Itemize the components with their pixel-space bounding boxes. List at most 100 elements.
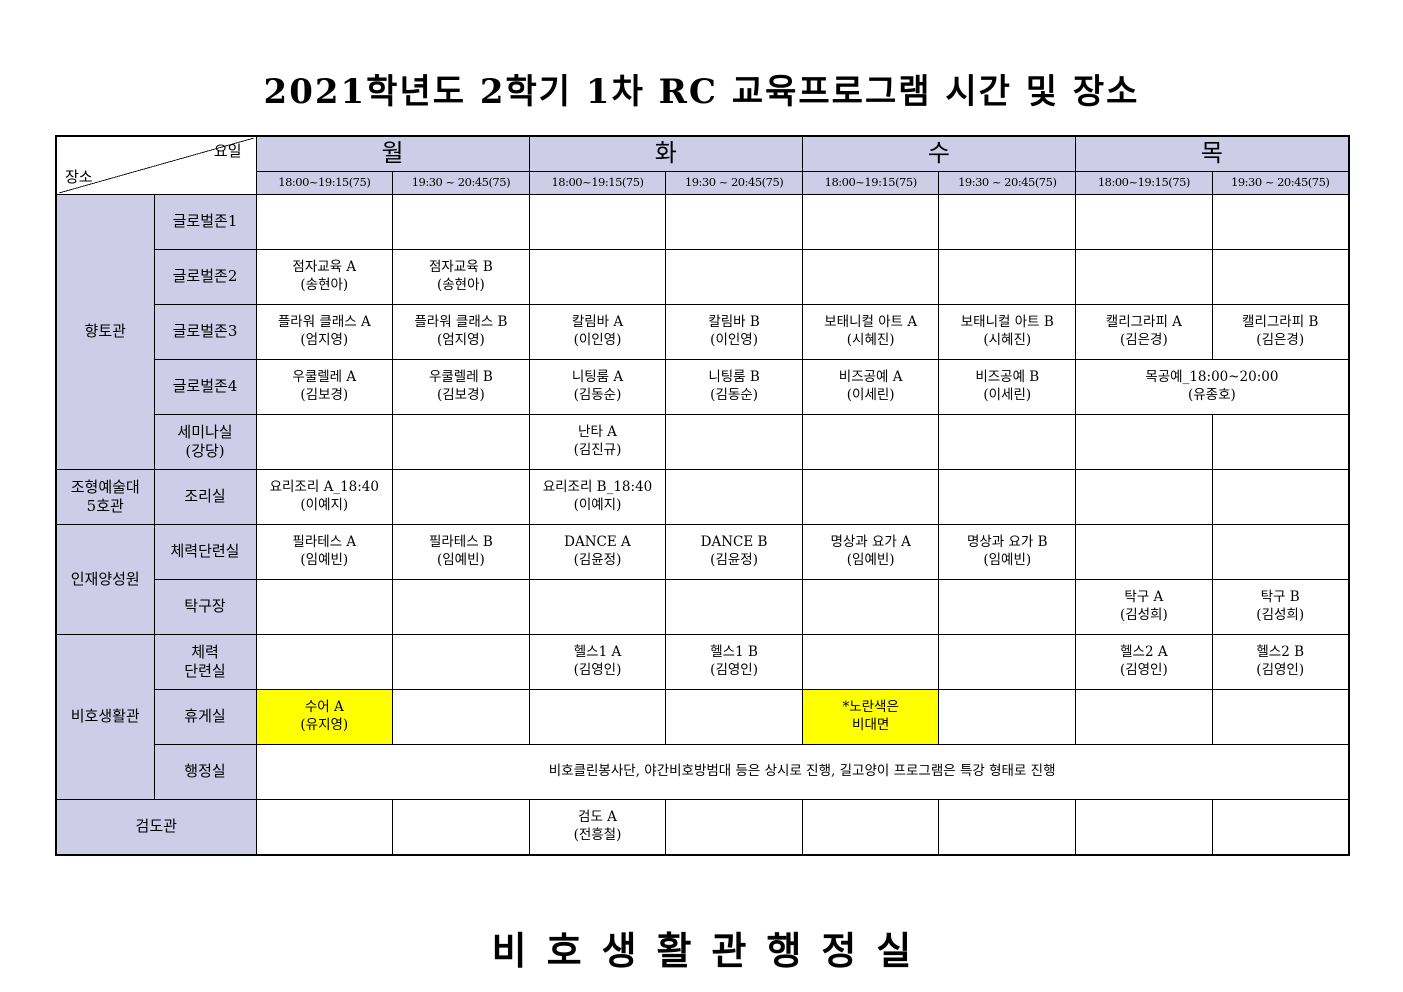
schedule-cell [392, 634, 530, 690]
schedule-cell: 우쿨렐레 B (김보경) [392, 359, 530, 415]
schedule-cell [1211, 689, 1350, 745]
header-row-days: 요일 장소 월 화 수 목 [55, 135, 1350, 195]
schedule-cell: 명상과 요가 A (임예빈) [801, 524, 940, 580]
table-row: 행정실 비호클린봉사단, 야간비호방범대 등은 상시로 진행, 길고양이 프로그램… [56, 744, 1350, 800]
schedule-cell: 점자교육 B (송현아) [392, 249, 530, 305]
schedule-cell [801, 414, 940, 470]
table-row: 글로벌존4 우쿨렐레 A (김보경) 우쿨렐레 B (김보경) 니팅룸 A (김동순)… [56, 359, 1350, 415]
schedule-cell: 칼림바 A (이인영) [528, 304, 667, 360]
schedule-cell [255, 799, 394, 855]
schedule-cell [392, 414, 530, 470]
schedule-cell [665, 194, 803, 250]
building-label: 비호생활관 [55, 634, 155, 800]
schedule-cell: 필라테스 B (임예빈) [392, 524, 530, 580]
schedule-cell [665, 689, 803, 745]
time-header-2-0: 18:00~19:15(75) [801, 170, 940, 196]
time-header-3-1: 19:30 ~ 20:45(75) [1211, 170, 1350, 196]
schedule-cell [392, 469, 530, 525]
table-row: 글로벌존2 점자교육 A (송현아) 점자교육 B (송현아) [56, 249, 1350, 305]
schedule-cell: 비즈공예 B (이세린) [938, 359, 1077, 415]
schedule-cell: 헬스1 B (김영인) [665, 634, 803, 690]
schedule-cell: 요리조리 A_18:40 (이예지) [255, 469, 394, 525]
table-row: 검도관 검도 A (전흥철) [55, 799, 1350, 855]
schedule-cell: 헬스1 A (김영인) [528, 634, 667, 690]
schedule-cell [801, 799, 940, 855]
schedule-cell [665, 469, 803, 525]
schedule-cell [938, 414, 1077, 470]
schedule-cell [938, 579, 1077, 635]
schedule-cell [1211, 524, 1350, 580]
corner-day-label: 요일 [213, 142, 242, 160]
schedule-cell [255, 634, 394, 690]
time-header-1-0: 18:00~19:15(75) [528, 170, 667, 196]
schedule-cell: 수어 A (유지영) [255, 689, 394, 745]
schedule-cell [1075, 194, 1213, 250]
corner-place-label: 장소 [65, 167, 93, 186]
schedule-cell [938, 799, 1077, 855]
schedule-cell: 탁구 B (김성희) [1211, 579, 1350, 635]
building-label: 검도관 [55, 799, 257, 855]
schedule-cell [1075, 524, 1213, 580]
schedule-cell [1211, 469, 1350, 525]
time-header-2-1: 19:30 ~ 20:45(75) [938, 170, 1077, 196]
schedule-cell [1211, 799, 1350, 855]
schedule-cell [938, 249, 1077, 305]
schedule-cell [1075, 414, 1213, 470]
schedule-cell: 난타 A (김진규) [528, 414, 667, 470]
schedule-cell [938, 634, 1077, 690]
schedule-cell [938, 689, 1077, 745]
room-label: 글로벌존4 [153, 359, 257, 415]
schedule-cell [801, 634, 940, 690]
footer-office-label: 비호생활관행정실 [491, 929, 932, 973]
schedule-cell [392, 194, 530, 250]
table-row: 조형예술대 5호관 조리실 요리조리 A_18:40 (이예지) 요리조리 B_18:… [55, 469, 1350, 525]
schedule-cell: 플라워 클래스 B (엄지영) [392, 304, 530, 360]
time-header-1-1: 19:30 ~ 20:45(75) [665, 170, 803, 196]
time-header-0-1: 19:30 ~ 20:45(75) [392, 170, 530, 196]
table-row: 비호생활관 체력 단련실 헬스1 A (김영인) 헬스1 B (김영인) 헬스2 A (… [55, 634, 1350, 800]
schedule-cell: 헬스2 A (김영인) [1075, 634, 1213, 690]
schedule-cell: 니팅룸 A (김동순) [528, 359, 667, 415]
time-header-0-0: 18:00~19:15(75) [255, 170, 394, 196]
schedule-cell [665, 579, 803, 635]
schedule-cell: 캘리그라피 B (김은경) [1211, 304, 1350, 360]
table-row: 글로벌존3 플라워 클래스 A (엄지영) 플라워 클래스 B (엄지영) 칼림바 A… [56, 304, 1350, 360]
day-header-1: 화 [528, 135, 803, 172]
schedule-cell [801, 194, 940, 250]
schedule-cell [392, 799, 530, 855]
room-label: 세미나실 (강당) [153, 414, 257, 470]
schedule-cell: DANCE A (김윤정) [528, 524, 667, 580]
schedule-cell: 캘리그라피 A (김은경) [1075, 304, 1213, 360]
schedule-cell [392, 689, 530, 745]
schedule-cell: 칼림바 B (이인영) [665, 304, 803, 360]
schedule-cell [1211, 414, 1350, 470]
room-label: 휴게실 [153, 689, 257, 745]
schedule-cell: 명상과 요가 B (임예빈) [938, 524, 1077, 580]
room-label: 글로벌존1 [153, 194, 257, 250]
schedule-cell [392, 579, 530, 635]
table-row: 휴게실 수어 A (유지영) *노란색은 비대면 [56, 689, 1350, 745]
day-header-2: 수 [801, 135, 1077, 172]
schedule-cell [528, 689, 667, 745]
schedule-cell [528, 194, 667, 250]
header-row-times: 18:00~19:15(75) 19:30 ~ 20:45(75) 18:00~19… [56, 170, 1350, 196]
schedule-cell: 목공예_18:00~20:00 (유종호) [1075, 359, 1350, 415]
schedule-cell: 필라테스 A (임예빈) [255, 524, 394, 580]
schedule-cell [528, 249, 667, 305]
schedule-cell: DANCE B (김윤정) [665, 524, 803, 580]
day-header-3: 목 [1075, 135, 1350, 172]
schedule-cell [665, 799, 803, 855]
schedule-cell: 요리조리 B_18:40 (이예지) [528, 469, 667, 525]
schedule-cell [255, 579, 394, 635]
building-label: 조형예술대 5호관 [55, 469, 155, 525]
schedule-cell [938, 469, 1077, 525]
timetable: 요일 장소 월 화 수 목 18:00~19:15(75) 19:30 ~ 20:45(75)… [55, 135, 1350, 856]
schedule-cell: 우쿨렐레 A (김보경) [255, 359, 394, 415]
schedule-cell: 검도 A (전흥철) [528, 799, 667, 855]
schedule-cell [938, 194, 1077, 250]
room-label: 글로벌존2 [153, 249, 257, 305]
room-label: 행정실 [153, 744, 257, 800]
